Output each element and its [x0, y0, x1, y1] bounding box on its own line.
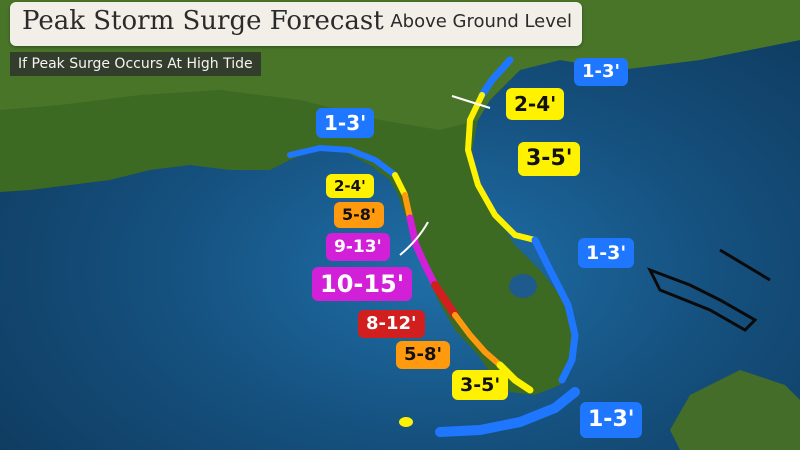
land-mainland [0, 0, 800, 395]
land-bahamas-2 [719, 248, 771, 282]
surge-label-west-1: 2-4' [326, 174, 374, 198]
surge-label-south: 3-5' [452, 370, 509, 400]
surge-label-ne-2: 3-5' [518, 142, 581, 176]
surge-label-east-central: 1-3' [578, 238, 635, 268]
dry-tortugas-yellow [399, 417, 413, 427]
surge-line-magenta [406, 214, 439, 289]
surge-label-keys: 1-3' [580, 402, 643, 438]
lake-okeechobee [509, 274, 537, 298]
title-bar: Peak Storm Surge Forecast Above Ground L… [10, 2, 582, 46]
land-cuba [670, 370, 800, 450]
map-subtitle: Above Ground Level [390, 11, 572, 32]
surge-label-ne-1: 2-4' [506, 88, 565, 120]
surge-line-orange-1 [402, 192, 413, 221]
surge-label-west-6: 5-8' [396, 341, 451, 369]
divider-tick-east [451, 95, 491, 109]
surge-line-se-blue [531, 236, 579, 384]
surge-label-east-north: 1-3' [574, 58, 629, 86]
surge-label-west-3: 9-13' [326, 233, 390, 261]
land-bahamas [646, 267, 758, 332]
surge-label-gulf-panhandle: 1-3' [316, 108, 375, 138]
divider-tick-west [399, 221, 429, 256]
map-note: If Peak Surge Occurs At High Tide [10, 52, 261, 76]
surge-line-panhandle-blue [287, 144, 398, 178]
surge-line-keys-blue [435, 387, 580, 437]
surge-line-bigbend-yellow [392, 172, 408, 198]
map-title: Peak Storm Surge Forecast [22, 6, 384, 36]
surge-line-east-yellow [464, 92, 538, 243]
surge-label-west-5: 8-12' [358, 310, 425, 338]
surge-line-east-blue [478, 56, 514, 99]
surge-line-red [431, 281, 459, 319]
surge-line-orange-2 [452, 312, 503, 368]
surge-label-west-2: 5-8' [334, 202, 384, 228]
surge-label-west-4: 10-15' [312, 267, 413, 301]
